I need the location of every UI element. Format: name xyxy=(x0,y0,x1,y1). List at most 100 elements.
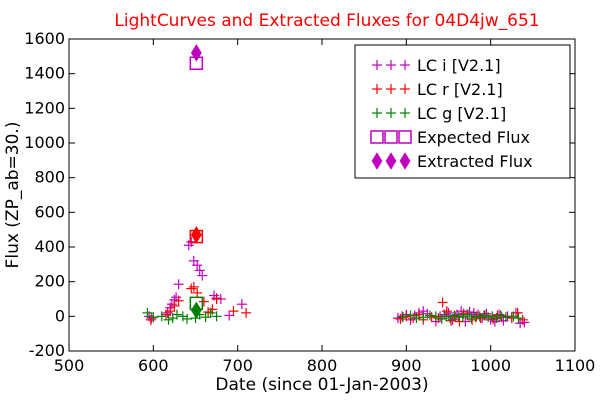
legend-marker xyxy=(371,152,383,170)
legend-marker xyxy=(400,84,410,94)
data-point xyxy=(500,312,511,323)
data-point xyxy=(190,301,202,320)
data-point xyxy=(162,307,173,318)
data-point xyxy=(171,309,182,320)
data-point xyxy=(466,313,477,324)
data-point xyxy=(426,312,437,323)
y-tick-label: 0 xyxy=(55,306,65,325)
data-point xyxy=(405,310,416,321)
data-point xyxy=(228,306,239,317)
data-point xyxy=(182,313,193,324)
legend-marker xyxy=(398,130,412,144)
y-tick-label: 1600 xyxy=(24,29,65,48)
data-point xyxy=(474,311,485,322)
data-point xyxy=(395,313,406,324)
data-point xyxy=(440,311,451,322)
x-tick-label: 900 xyxy=(391,356,422,375)
legend-marker xyxy=(386,108,396,118)
data-point xyxy=(190,226,202,244)
data-point xyxy=(203,307,214,317)
legend-marker xyxy=(372,60,382,70)
x-axis-label: Date (since 01-Jan-2003) xyxy=(215,375,428,395)
data-point xyxy=(456,306,467,317)
y-tick-label: 400 xyxy=(34,237,65,256)
legend-label: LC i [V2.1] xyxy=(417,56,501,75)
legend-marker xyxy=(385,152,397,170)
y-axis-label: Flux (ZP_ab=30.) xyxy=(3,122,23,269)
data-point xyxy=(211,311,222,322)
data-point xyxy=(392,313,403,324)
data-point xyxy=(173,295,184,306)
data-point xyxy=(177,311,188,322)
data-point xyxy=(224,310,235,321)
data-point xyxy=(192,260,203,271)
x-tick-label: 700 xyxy=(222,356,253,375)
legend-marker xyxy=(386,60,396,70)
series-1 xyxy=(145,281,528,327)
legend-marker xyxy=(372,108,382,118)
data-point xyxy=(513,313,524,324)
y-tick-label: 1200 xyxy=(24,98,65,117)
data-point xyxy=(198,296,209,307)
data-point xyxy=(508,311,519,322)
data-point xyxy=(200,312,211,323)
data-point xyxy=(156,311,167,322)
y-axis: -200 0 200 400 600 800 1000 1200 1400 1600 xyxy=(24,29,575,360)
legend-marker xyxy=(372,84,382,94)
data-point xyxy=(146,313,157,324)
data-point xyxy=(491,313,502,324)
data-point xyxy=(454,316,465,327)
data-point xyxy=(236,299,247,310)
legend-marker xyxy=(370,130,384,144)
data-point xyxy=(211,294,222,304)
data-point xyxy=(145,314,156,325)
x-axis: 500 600 700 800 900 1000 1100 xyxy=(54,39,596,375)
y-tick-label: 200 xyxy=(34,272,65,291)
data-point xyxy=(186,236,197,247)
data-point xyxy=(430,311,441,322)
data-point xyxy=(166,299,177,310)
x-tick-label: 600 xyxy=(138,356,169,375)
legend-label: LC r [V2.1] xyxy=(417,80,503,99)
y-tick-label: 800 xyxy=(34,168,65,187)
series-4 xyxy=(190,44,202,320)
legend-marker xyxy=(400,60,410,70)
series-3 xyxy=(189,56,204,311)
legend: LC i [V2.1] LC r [V2.1] LC g [V2.1] Expecte… xyxy=(354,44,571,179)
data-point xyxy=(517,314,528,325)
data-point xyxy=(418,312,429,323)
x-tick-label: 800 xyxy=(307,356,338,375)
x-tick-label: 1100 xyxy=(555,356,596,375)
x-tick-label: 1000 xyxy=(470,356,511,375)
data-point xyxy=(241,307,252,318)
data-point xyxy=(192,287,203,298)
legend-label: Extracted Flux xyxy=(417,152,533,171)
data-point xyxy=(169,300,180,311)
data-point xyxy=(148,312,159,323)
data-point xyxy=(464,307,475,317)
data-point xyxy=(446,315,457,326)
y-tick-label: 1000 xyxy=(24,133,65,152)
series-2 xyxy=(142,307,524,325)
y-tick-label: 600 xyxy=(34,202,65,221)
data-point xyxy=(436,313,447,324)
legend-label: LC g [V2.1] xyxy=(417,104,506,123)
y-tick-label: 1400 xyxy=(24,64,65,83)
legend-marker xyxy=(399,152,411,170)
data-point xyxy=(449,310,460,321)
data-point xyxy=(411,313,422,324)
data-point xyxy=(194,265,205,276)
legend-label: Expected Flux xyxy=(417,128,530,147)
data-point xyxy=(487,311,498,322)
legend-marker xyxy=(400,108,410,118)
data-point xyxy=(163,314,174,325)
chart-title: LightCurves and Extracted Fluxes for 04D… xyxy=(114,11,539,31)
data-point xyxy=(437,297,448,308)
data-point xyxy=(478,310,489,321)
data-point xyxy=(205,307,216,318)
data-point xyxy=(188,281,199,292)
data-point xyxy=(397,312,408,323)
data-point xyxy=(186,283,197,294)
